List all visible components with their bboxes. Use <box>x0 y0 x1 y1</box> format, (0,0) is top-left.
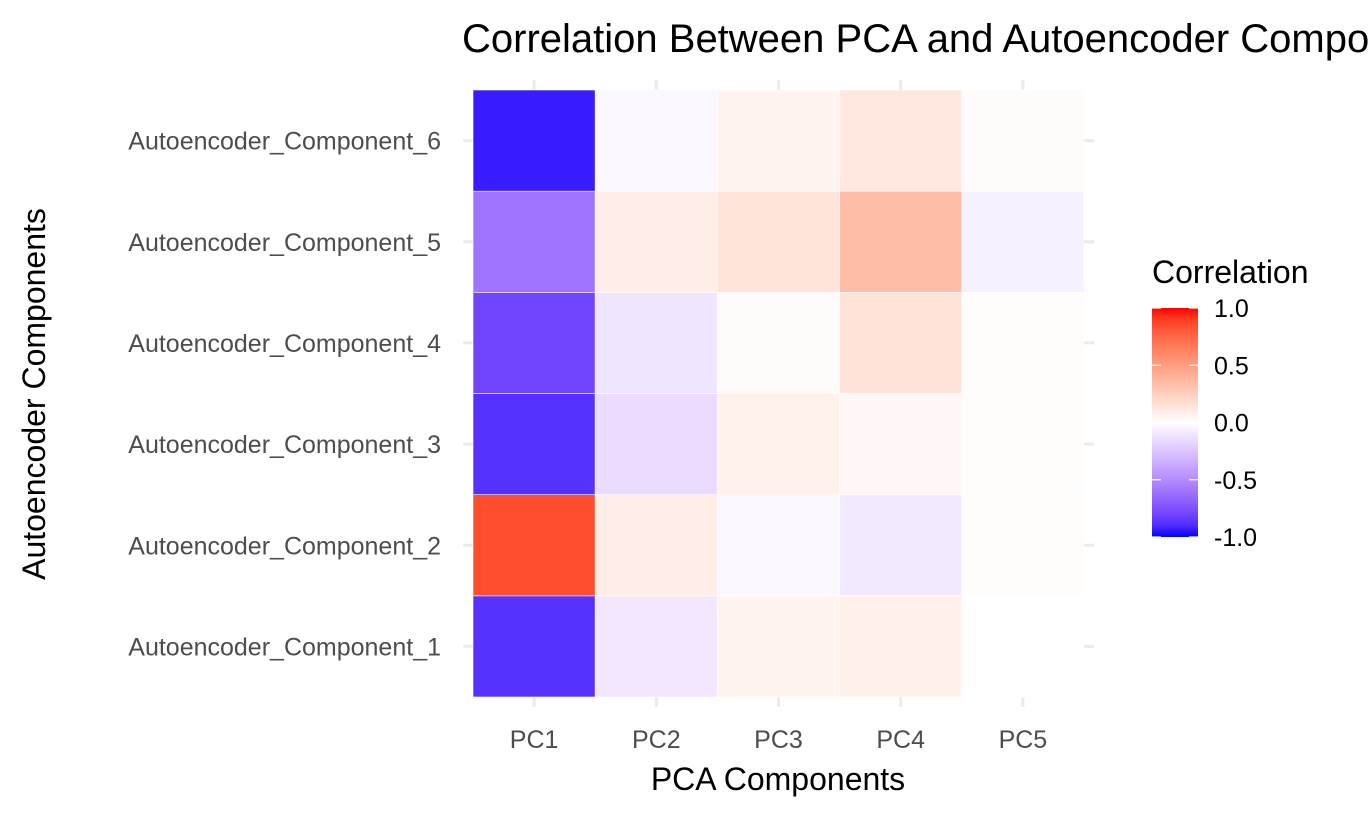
heatmap-cell <box>961 595 1085 698</box>
legend-tick-label: -0.5 <box>1214 467 1257 495</box>
chart-title: Correlation Between PCA and Autoencoder … <box>462 17 1370 61</box>
heatmap-cell <box>594 494 718 597</box>
heatmap-cell <box>472 393 596 495</box>
heatmap-cell <box>472 494 596 597</box>
x-axis-ticks: PC1 PC2 PC3 PC4 PC5 <box>510 726 1047 754</box>
x-axis-title: PCA Components <box>651 761 905 797</box>
heatmap-cell <box>472 292 596 394</box>
heatmap-cell <box>594 292 718 394</box>
heatmap-cell <box>839 292 963 394</box>
heatmap-cell <box>839 595 963 698</box>
x-tick-label: PC4 <box>876 726 925 754</box>
heatmap-cell <box>839 89 963 192</box>
heatmap-cell <box>594 393 718 495</box>
legend: Correlation 1.0 0.5 0.0 -0.5 -1.0 <box>1152 254 1309 552</box>
heatmap-cell <box>961 292 1085 394</box>
heatmap-cell <box>839 494 963 597</box>
y-tick-label: Autoencoder_Component_1 <box>128 633 441 661</box>
x-tick-label: PC3 <box>754 726 803 754</box>
heatmap-cell <box>594 190 718 293</box>
heatmap-cell <box>717 89 840 192</box>
heatmap-cell <box>717 494 840 597</box>
heatmap-cell <box>472 89 596 192</box>
heatmap-cell <box>839 190 963 293</box>
legend-tick-label: -1.0 <box>1214 524 1257 552</box>
heatmap-cell <box>961 89 1085 192</box>
heatmap-cell <box>961 494 1085 597</box>
heatmap-cell <box>594 595 718 698</box>
y-tick-label: Autoencoder_Component_5 <box>128 229 441 257</box>
legend-tick-label: 0.0 <box>1214 410 1249 438</box>
heatmap-cell <box>717 292 840 394</box>
y-axis-ticks: Autoencoder_Component_1 Autoencoder_Compo… <box>128 128 441 662</box>
x-tick-label: PC1 <box>510 726 559 754</box>
x-tick-label: PC5 <box>999 726 1048 754</box>
heatmap-cell <box>717 393 840 495</box>
heatmap-cell <box>717 190 840 293</box>
heatmap-cell <box>839 393 963 495</box>
legend-tick-label: 1.0 <box>1214 295 1249 323</box>
heatmap-cell <box>472 595 596 698</box>
legend-ticks: 1.0 0.5 0.0 -0.5 -1.0 <box>1152 295 1257 552</box>
legend-title: Correlation <box>1152 254 1309 290</box>
heatmap-cell <box>961 190 1085 293</box>
y-axis-title: Autoencoder Components <box>16 208 52 580</box>
x-tick-label: PC2 <box>632 726 681 754</box>
y-tick-label: Autoencoder_Component_4 <box>128 330 441 358</box>
heatmap-cell <box>594 89 718 192</box>
heatmap-cell <box>717 595 840 698</box>
legend-tick-label: 0.5 <box>1214 352 1249 380</box>
heatmap-cell <box>961 393 1085 495</box>
y-tick-label: Autoencoder_Component_3 <box>128 431 441 459</box>
heatmap-tiles <box>472 89 1085 698</box>
y-tick-label: Autoencoder_Component_6 <box>128 128 441 156</box>
heatmap-cell <box>472 190 596 293</box>
y-tick-label: Autoencoder_Component_2 <box>128 532 441 560</box>
